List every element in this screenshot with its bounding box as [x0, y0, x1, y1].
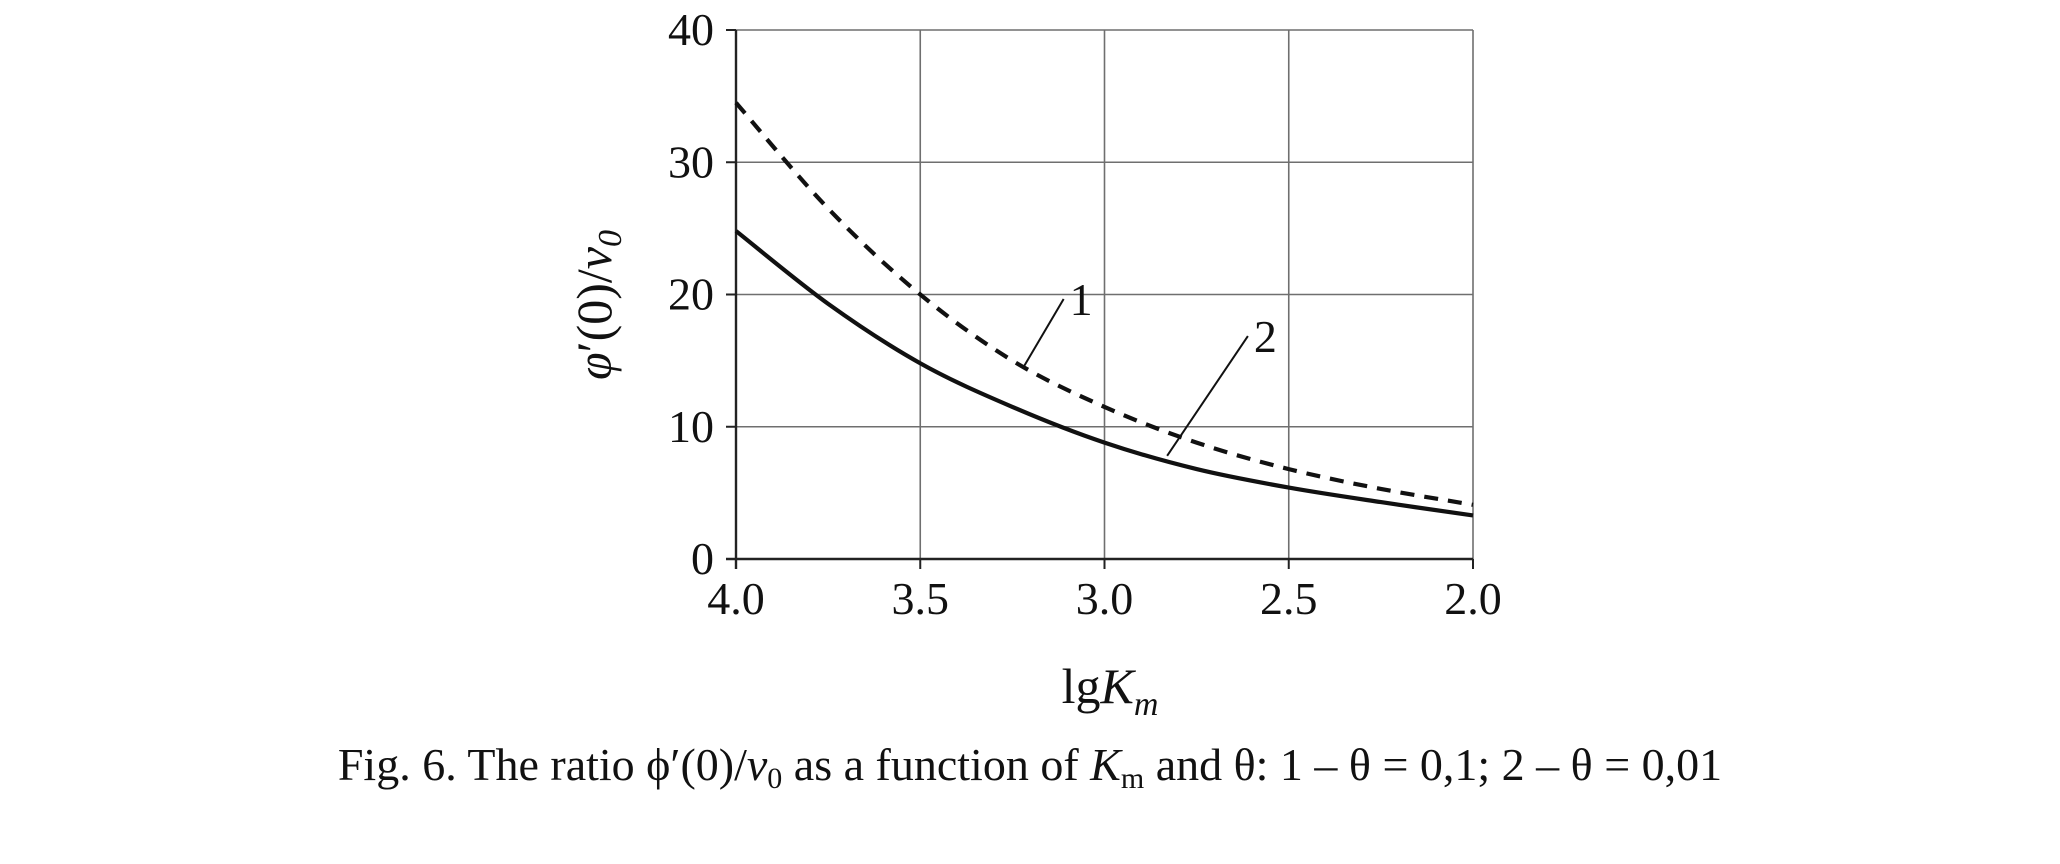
series-line-1 [734, 101, 1474, 507]
caption-K-sub: m [1120, 762, 1145, 795]
y-tick-label: 0 [691, 533, 714, 584]
y-axis-label: φ′(0)/v0 [566, 230, 629, 380]
y-tick-labels: 0 10 20 30 40 [668, 4, 714, 584]
annotation-leader-1 [1022, 298, 1065, 368]
x-axis-label-K: K [1099, 658, 1136, 714]
y-tick-label: 30 [668, 136, 714, 187]
caption-v-sub: 0 [767, 762, 783, 795]
y-tick-label: 40 [668, 4, 714, 55]
x-tick-label: 3.5 [892, 573, 950, 624]
caption-suffix: and θ: 1 – θ = 0,1; 2 – θ = 0,01 [1144, 739, 1723, 790]
caption-prefix: Fig. 6. The ratio ϕ′(0)/ [337, 739, 747, 790]
x-axis-label-base: lg [1062, 658, 1101, 714]
grid [735, 29, 1474, 560]
x-axis-label: lgKm [1062, 658, 1159, 723]
annotation-label-1: 1 [1070, 274, 1093, 325]
x-tick-labels: 4.0 3.5 3.0 2.5 2.0 [707, 573, 1502, 624]
x-axis-label-sub: m [1134, 686, 1159, 723]
axes [726, 29, 1474, 569]
annotation-label-2: 2 [1254, 311, 1277, 362]
y-tick-label: 20 [668, 269, 714, 320]
y-tick-label: 10 [668, 401, 714, 452]
caption-mid: as a function of [782, 739, 1091, 790]
caption-v: v [746, 739, 768, 790]
y-axis-label-phi: φ [566, 352, 622, 380]
caption-K: K [1090, 739, 1121, 790]
y-axis-label-sub: 0 [592, 230, 629, 247]
x-tick-label: 2.0 [1444, 573, 1502, 624]
x-tick-label: 4.0 [707, 573, 765, 624]
x-tick-label: 2.5 [1260, 573, 1318, 624]
figure-caption: Fig. 6. The ratio ϕ′(0)/v0 as a function… [0, 738, 2060, 796]
y-axis-label-mid: ′(0)/ [566, 269, 622, 352]
y-axis-label-v: v [566, 246, 622, 269]
x-tick-label: 3.0 [1076, 573, 1134, 624]
series-annotations: 12 [1022, 274, 1277, 457]
annotation-leader-2 [1166, 335, 1249, 457]
series-lines [734, 101, 1474, 518]
series-line-2 [734, 229, 1474, 518]
